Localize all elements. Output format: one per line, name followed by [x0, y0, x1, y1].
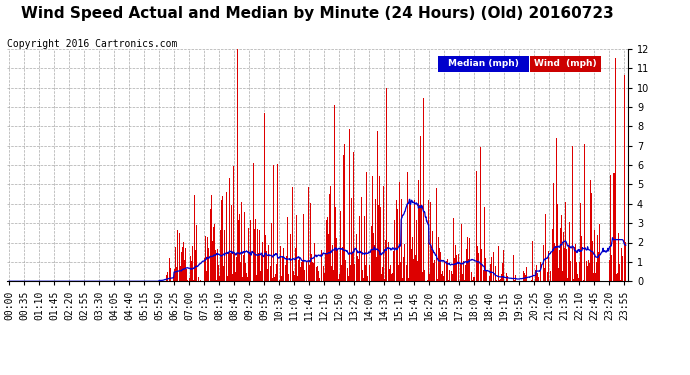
Bar: [439, 56, 529, 72]
Text: Wind  (mph): Wind (mph): [534, 59, 597, 68]
Text: Copyright 2016 Cartronics.com: Copyright 2016 Cartronics.com: [7, 39, 177, 50]
Text: Median (mph): Median (mph): [448, 59, 519, 68]
Bar: [530, 56, 601, 72]
Title: Wind Speed Actual and Median by Minute (24 Hours) (Old) 20160723: Wind Speed Actual and Median by Minute (…: [21, 6, 614, 21]
